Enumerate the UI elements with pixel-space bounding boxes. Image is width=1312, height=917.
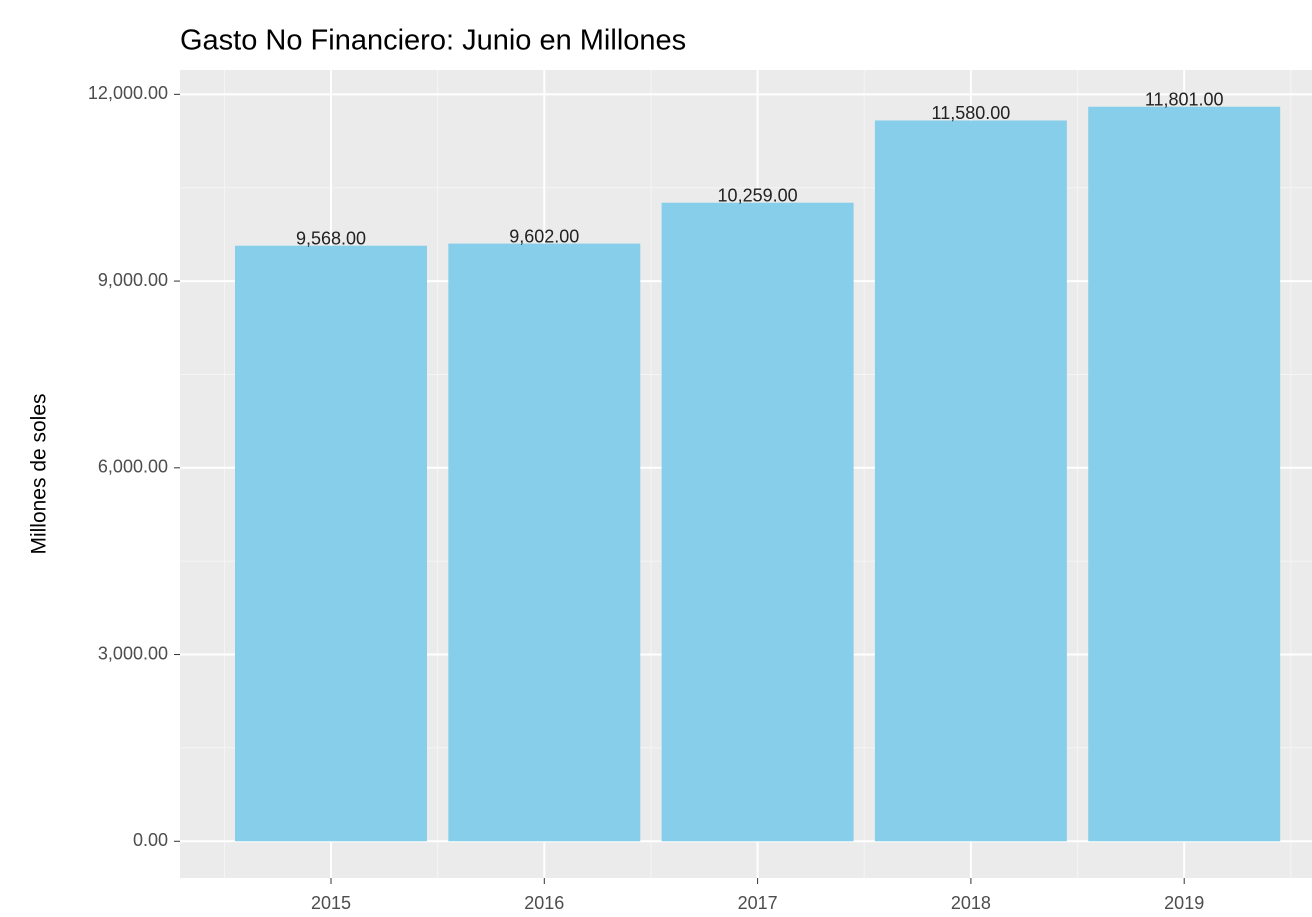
bar <box>874 120 1067 842</box>
bar <box>235 245 427 842</box>
x-tick-label: 2017 <box>738 893 778 913</box>
value-label: 9,602.00 <box>509 226 579 246</box>
y-tick-label: 9,000.00 <box>98 270 168 290</box>
bar <box>448 243 641 842</box>
bar <box>1088 106 1281 842</box>
chart-title: Gasto No Financiero: Junio en Millones <box>180 25 686 57</box>
y-tick-label: 0.00 <box>133 830 168 850</box>
value-label: 11,801.00 <box>1145 89 1224 109</box>
y-tick-label: 12,000.00 <box>88 83 168 103</box>
x-tick-label: 2015 <box>311 893 351 913</box>
x-tick-label: 2019 <box>1164 893 1204 913</box>
value-label: 10,259.00 <box>718 185 798 205</box>
x-tick-label: 2016 <box>524 893 564 913</box>
y-tick-label: 3,000.00 <box>98 643 168 663</box>
x-tick-label: 2018 <box>951 893 991 913</box>
y-axis-label: Millones de soles <box>28 393 51 554</box>
value-label: 11,580.00 <box>932 103 1011 123</box>
value-label: 9,568.00 <box>296 228 366 248</box>
y-tick-label: 6,000.00 <box>98 457 168 477</box>
bar <box>661 202 854 842</box>
